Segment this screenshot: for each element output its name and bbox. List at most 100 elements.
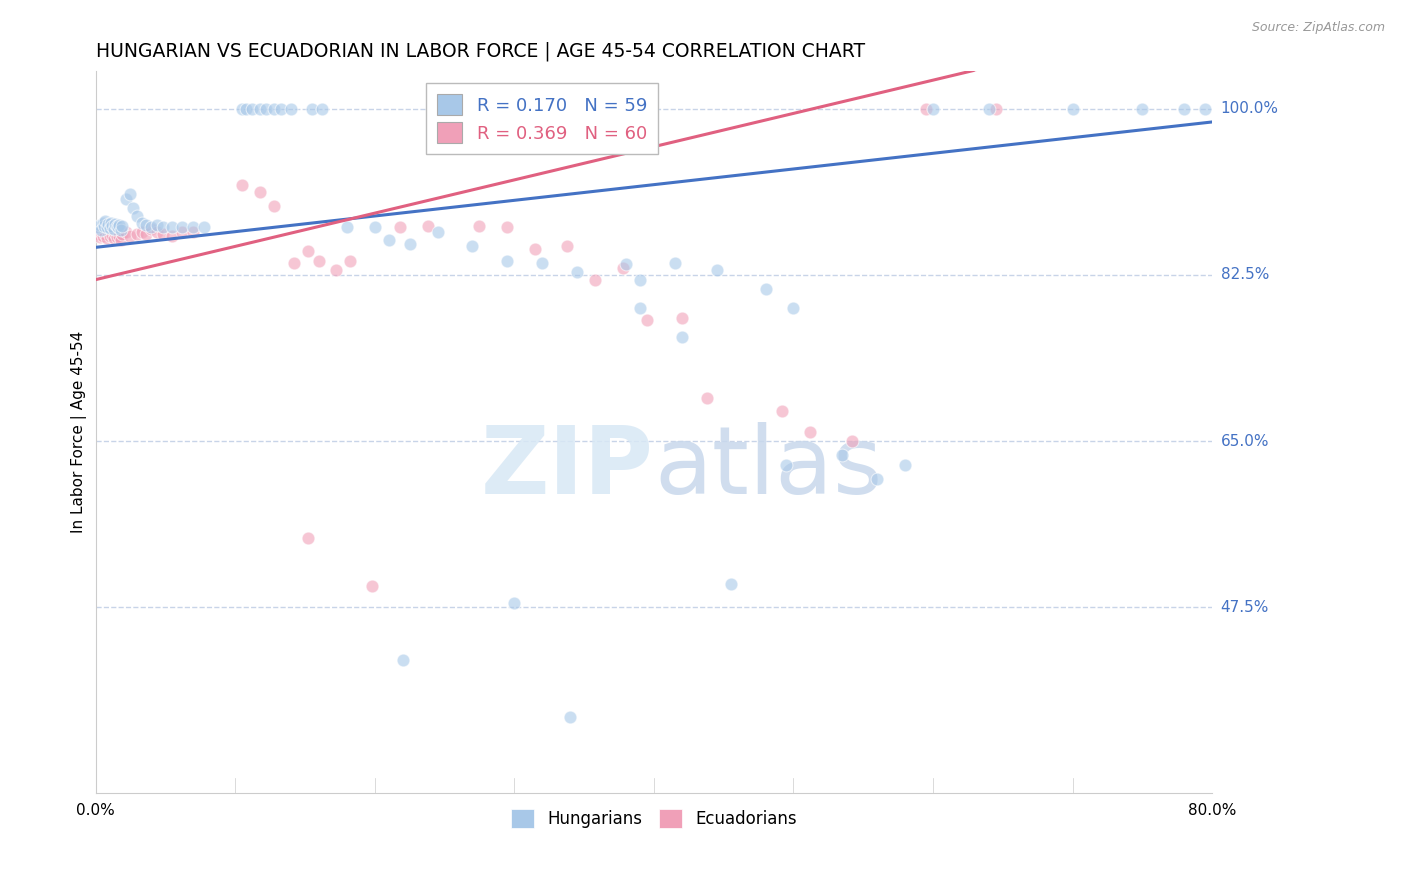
Point [503,596,526,610]
Point [775,458,797,472]
Point [984,102,1007,116]
Point [388,220,411,235]
Point [115,192,138,206]
Point [297,244,319,259]
Point [141,220,163,235]
Point [89,218,111,232]
Point [90,223,112,237]
Point [297,531,319,545]
Point [89,230,111,244]
Point [671,310,693,325]
Point [91,216,114,230]
Point [254,102,277,116]
Point [311,102,333,116]
Point [720,576,742,591]
Point [524,242,547,256]
Point [110,233,132,247]
Point [162,220,184,235]
Point [87,227,110,241]
Text: Source: ZipAtlas.com: Source: ZipAtlas.com [1251,21,1385,34]
Point [416,219,439,234]
Point [426,225,449,239]
Point [496,220,519,235]
Point [104,226,127,240]
Point [87,220,110,235]
Text: atlas: atlas [654,422,882,514]
Point [100,223,122,237]
Point [628,273,651,287]
Point [127,227,149,241]
Point [1062,102,1084,116]
Point [531,255,554,269]
Point [325,263,347,277]
Point [105,230,128,244]
Point [468,219,491,234]
Point [270,102,292,116]
Point [240,102,263,116]
Point [141,222,163,236]
Point [181,220,204,235]
Point [922,102,945,116]
Point [146,225,169,239]
Point [105,219,128,233]
Point [377,233,399,247]
Point [135,218,157,232]
Point [364,220,387,235]
Point [841,434,863,449]
Point [301,102,323,116]
Point [98,229,121,244]
Point [162,229,184,244]
Point [122,202,145,216]
Point [557,239,579,253]
Point [231,178,253,192]
Point [97,217,120,231]
Text: 100.0%: 100.0% [1220,101,1278,116]
Point [152,220,174,235]
Point [96,220,118,235]
Point [120,229,142,244]
Text: 65.0%: 65.0% [1220,434,1270,449]
Point [98,221,121,235]
Point [831,449,853,463]
Point [91,229,114,244]
Point [636,312,658,326]
Point [583,273,606,287]
Point [696,392,718,406]
Point [391,653,413,667]
Y-axis label: In Labor Force | Age 45-54: In Labor Force | Age 45-54 [72,331,87,533]
Point [706,263,728,277]
Point [172,220,194,235]
Point [782,301,804,315]
Point [915,102,938,116]
Point [799,425,821,439]
Point [336,220,359,235]
Point [107,220,129,235]
Text: 82.5%: 82.5% [1220,268,1268,283]
Point [127,209,149,223]
Legend: Hungarians, Ecuadorians: Hungarians, Ecuadorians [503,802,804,835]
Point [100,216,122,230]
Point [94,227,117,241]
Point [146,218,169,232]
Point [280,102,302,116]
Point [235,102,257,116]
Point [398,236,420,251]
Point [263,102,285,116]
Point [560,709,582,723]
Point [120,187,142,202]
Point [496,253,519,268]
Point [1132,102,1154,116]
Point [111,219,134,234]
Point [135,227,157,241]
Point [108,218,131,232]
Point [115,225,138,239]
Point [754,282,776,296]
Point [361,578,384,592]
Point [96,231,118,245]
Point [104,217,127,231]
Point [172,225,194,239]
Point [866,472,889,486]
Point [103,222,125,236]
Point [977,102,1000,116]
Point [628,301,651,315]
